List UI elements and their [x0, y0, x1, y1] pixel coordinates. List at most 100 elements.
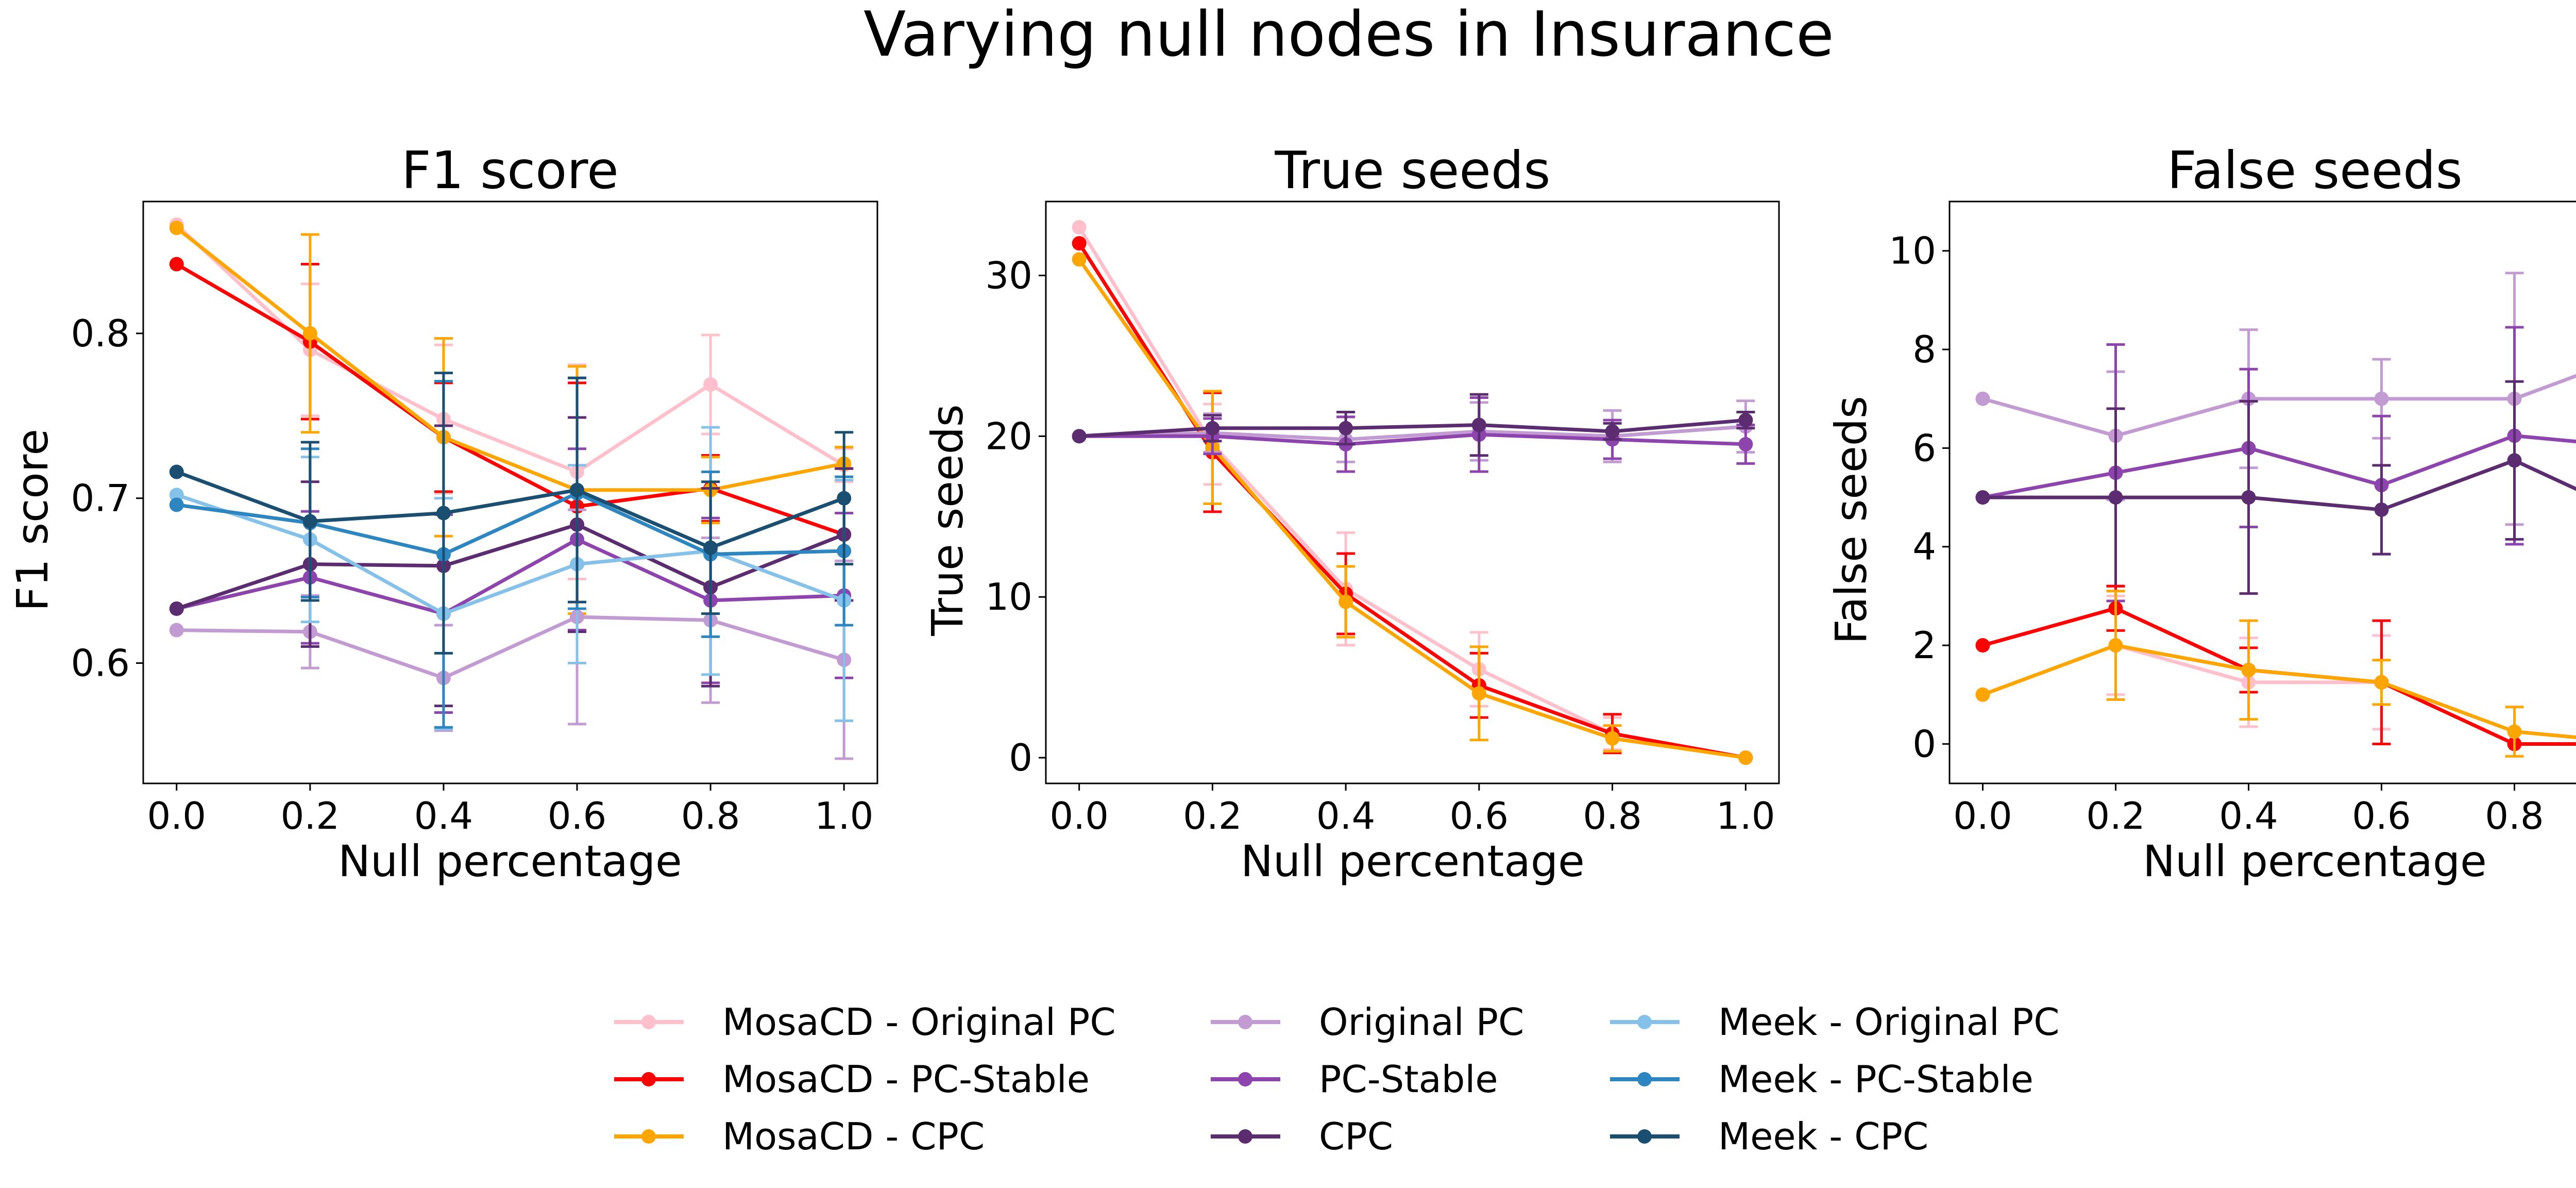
series-line	[176, 538, 844, 616]
panel-true-seeds: True seeds Null percentage True seeds 0.…	[922, 140, 1780, 886]
series-meek-cpc	[169, 372, 854, 655]
series-line	[1079, 425, 1746, 442]
data-point	[1072, 220, 1087, 235]
series-line	[1077, 226, 1746, 760]
x-tick-label: 0.6	[548, 794, 607, 838]
series-mosacd-cpc	[1072, 252, 1753, 765]
data-point	[2374, 675, 2389, 690]
x-axis-label: Null percentage	[1241, 836, 1585, 886]
legend-marker	[641, 1015, 656, 1029]
x-tick-label: 0.8	[681, 794, 740, 838]
data-point	[169, 497, 184, 512]
x-tick-label: 1.0	[815, 794, 874, 838]
y-tick-label: 0.8	[71, 312, 130, 355]
y-tick-label: 4	[1912, 525, 1936, 568]
x-tick-label: 0.4	[2219, 794, 2278, 838]
legend-marker	[1637, 1072, 1652, 1086]
y-tick-label: 0.6	[71, 642, 130, 685]
data-point	[2241, 490, 2256, 505]
x-tick-label: 0.0	[1049, 794, 1109, 838]
data-point	[1072, 429, 1087, 444]
x-tick-label: 0.4	[414, 794, 473, 838]
legend-label: Meek - PC-Stable	[1718, 1058, 2033, 1101]
plot-frame	[1045, 200, 1780, 784]
data-point	[169, 464, 184, 479]
legend-marker	[1637, 1129, 1652, 1144]
series-line	[1982, 434, 2576, 499]
figure-suptitle: Varying null nodes in Insurance	[863, 0, 1834, 71]
x-tick-label: 0.8	[2485, 794, 2544, 838]
legend-entry: Meek - PC-Stable	[1610, 1058, 2033, 1101]
legend-label: Original PC	[1319, 1000, 1524, 1044]
data-point	[169, 221, 184, 236]
y-tick-label: 2	[1912, 624, 1936, 667]
series-mosacd-original-pc	[1072, 220, 1753, 765]
series-line	[1982, 374, 2576, 438]
y-tick-label: 0	[1912, 722, 1936, 765]
y-axis-label: False seeds	[1826, 396, 1876, 644]
data-point	[1975, 687, 1990, 702]
data-point	[1072, 236, 1087, 251]
y-tick-label: 30	[985, 254, 1032, 297]
series-line	[1079, 418, 1746, 438]
data-point	[2108, 490, 2123, 505]
series-mosacd-pc-stable	[1975, 584, 2576, 751]
panel-title: False seeds	[2167, 140, 2463, 200]
panel-title: True seeds	[1275, 140, 1551, 200]
data-point	[1738, 750, 1753, 765]
data-point	[1471, 417, 1486, 432]
series-line	[176, 493, 845, 616]
data-point	[1471, 686, 1486, 701]
data-point	[570, 482, 585, 497]
series-line	[1982, 458, 2576, 512]
legend-label: PC-Stable	[1319, 1058, 1498, 1101]
series-cpc	[1072, 393, 1755, 457]
series-original-pc	[169, 508, 854, 760]
y-tick-label: 10	[1889, 229, 1936, 273]
data-point	[1205, 421, 1220, 436]
series-mosacd-cpc	[1975, 590, 2576, 758]
y-tick-label: 0	[1009, 736, 1032, 779]
y-axis-label: True seeds	[922, 404, 973, 636]
x-tick-label: 0.2	[281, 794, 340, 838]
data-point	[169, 601, 184, 616]
series-line	[176, 262, 845, 537]
y-tick-label: 6	[1912, 426, 1936, 470]
series-mosacd-pc-stable	[1072, 236, 1753, 765]
plot-frame	[1948, 200, 2576, 784]
series-line	[1079, 432, 1746, 446]
series-pc-stable	[169, 447, 854, 714]
data-point	[703, 540, 718, 555]
x-tick-label: 0.2	[1183, 794, 1242, 838]
series-cpc	[169, 416, 854, 708]
data-point	[2108, 638, 2123, 653]
data-point	[837, 491, 852, 506]
series-original-pc	[1975, 272, 2576, 526]
data-point	[302, 326, 317, 341]
series-line	[176, 470, 845, 550]
series-line	[176, 523, 845, 611]
legend-entry: MosaCD - PC-Stable	[614, 1058, 1090, 1101]
legend-entry: MosaCD - Original PC	[614, 1000, 1116, 1044]
data-point	[1975, 638, 1990, 653]
data-point	[1605, 731, 1620, 746]
panel-title: F1 score	[401, 140, 619, 200]
data-point	[1338, 594, 1353, 609]
data-point	[703, 377, 718, 392]
data-point	[1738, 437, 1753, 451]
data-point	[1975, 391, 1990, 406]
legend-entry: Original PC	[1211, 1000, 1524, 1044]
series-line	[176, 491, 844, 556]
data-point	[1975, 490, 1990, 505]
data-point	[1738, 413, 1753, 428]
x-axis-label: Null percentage	[2143, 836, 2487, 886]
data-point	[169, 257, 184, 272]
legend-marker	[1637, 1015, 1652, 1029]
x-tick-label: 1.0	[1716, 794, 1775, 838]
legend-entry: Meek - Original PC	[1610, 1000, 2059, 1044]
legend-entry: MosaCD - CPC	[614, 1115, 985, 1158]
data-point	[2374, 391, 2389, 406]
series-line	[1077, 258, 1746, 760]
y-tick-label: 20	[985, 414, 1032, 458]
